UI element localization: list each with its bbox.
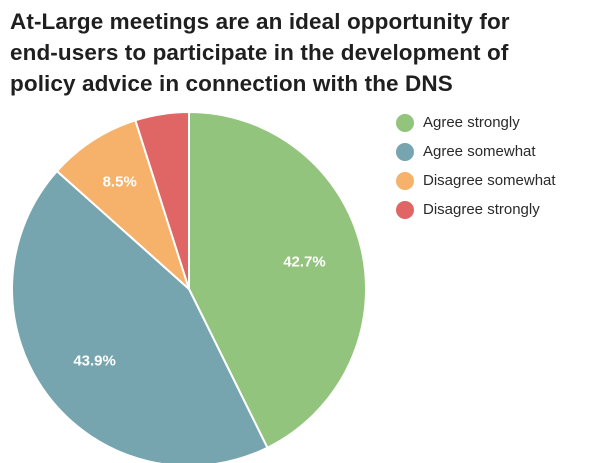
legend-item-agree-somewhat: Agree somewhat xyxy=(396,137,586,166)
legend-item-disagree-somewhat: Disagree somewhat xyxy=(396,166,586,195)
legend-swatch-disagree-somewhat xyxy=(396,172,414,190)
legend-swatch-disagree-strongly xyxy=(396,201,414,219)
legend-swatch-agree-somewhat xyxy=(396,143,414,161)
slice-label-agree-strongly: 42.7% xyxy=(283,254,326,271)
slice-label-agree-somewhat: 43.9% xyxy=(73,352,116,369)
legend-label-agree-strongly: Agree strongly xyxy=(423,114,520,131)
pie-slices xyxy=(12,112,366,463)
legend: Agree strongly Agree somewhat Disagree s… xyxy=(396,108,586,224)
legend-label-agree-somewhat: Agree somewhat xyxy=(423,143,536,160)
legend-item-agree-strongly: Agree strongly xyxy=(396,108,586,137)
legend-label-disagree-strongly: Disagree strongly xyxy=(423,201,540,218)
legend-label-disagree-somewhat: Disagree somewhat xyxy=(423,172,556,189)
legend-swatch-agree-strongly xyxy=(396,114,414,132)
slice-label-disagree-somewhat: 8.5% xyxy=(103,174,137,191)
legend-item-disagree-strongly: Disagree strongly xyxy=(396,195,586,224)
